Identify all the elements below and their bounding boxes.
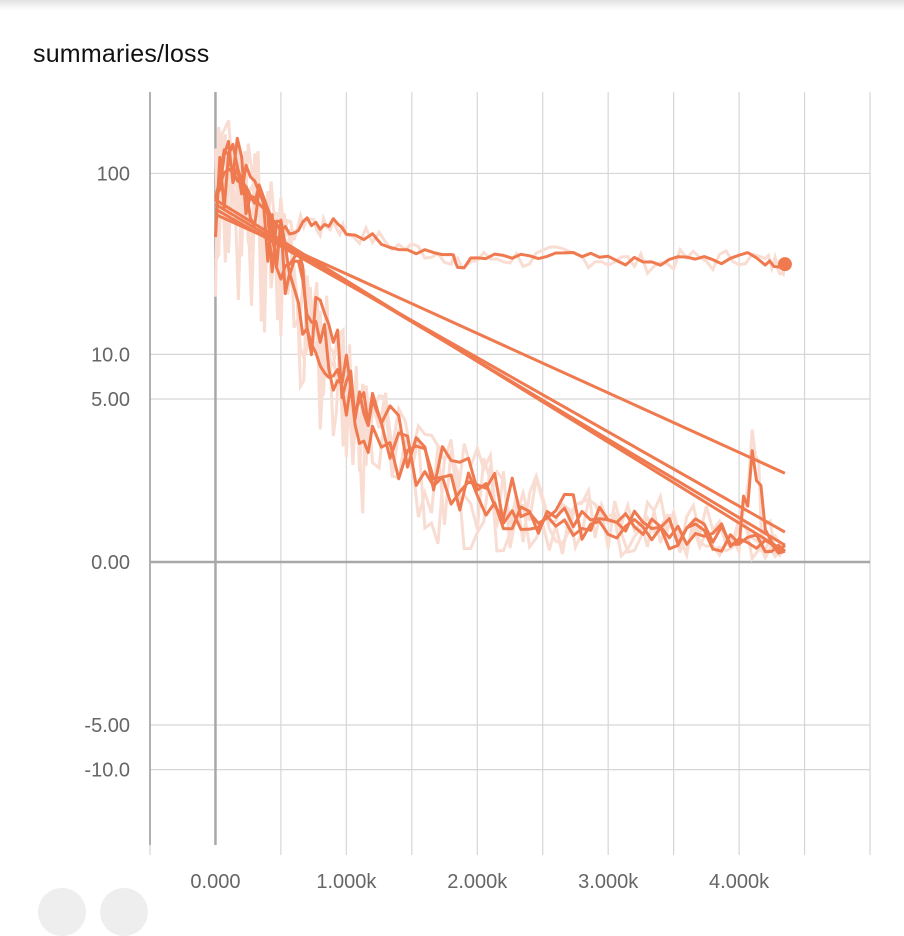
raw-series-line xyxy=(214,119,787,558)
fab-button[interactable] xyxy=(38,888,86,936)
series-end-point[interactable] xyxy=(777,257,792,272)
x-tick-label: 0.000 xyxy=(190,871,240,893)
fab-button[interactable] xyxy=(100,888,148,936)
series-layer xyxy=(214,136,792,555)
series-line xyxy=(214,207,786,534)
x-tick-label: 2.000k xyxy=(447,871,508,893)
y-tick-label: 10.0 xyxy=(91,344,130,366)
y-tick-label: 100 xyxy=(97,163,130,185)
y-tick-label: 0.00 xyxy=(91,552,130,574)
chart-title: summaries/loss xyxy=(33,40,210,68)
loss-chart: 100 10.0 5.00 0.00 -5.00 -10.0 0.000 1.000k 2.00… xyxy=(84,92,871,893)
y-tick-label: 5.00 xyxy=(91,389,130,411)
x-tick-label: 1.000k xyxy=(316,871,377,893)
top-shadow xyxy=(0,0,904,10)
raw-series-line xyxy=(214,134,787,563)
series-line xyxy=(214,167,786,270)
x-tick-label: 3.000k xyxy=(578,871,639,893)
y-tick-label: -10.0 xyxy=(84,760,130,782)
series-line xyxy=(214,198,786,553)
tick-label-layer: 100 10.0 5.00 0.00 -5.00 -10.0 0.000 1.000k 2.00… xyxy=(84,163,770,893)
y-tick-label: -5.00 xyxy=(84,715,130,737)
x-tick-label: 4.000k xyxy=(709,871,770,893)
